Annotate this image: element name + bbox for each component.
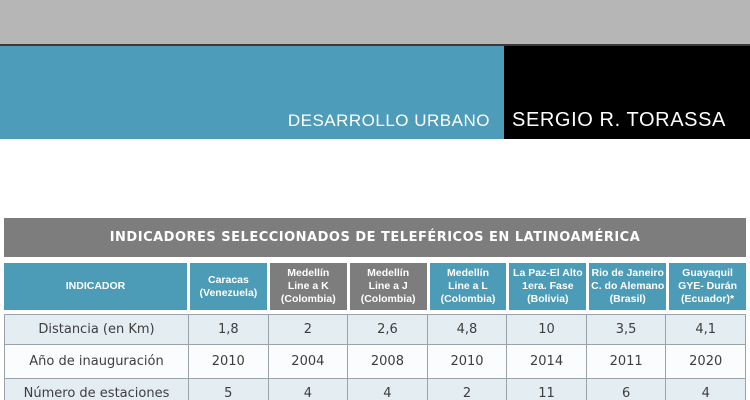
banner-section-author: SERGIO R. TORASSA <box>504 46 750 139</box>
cell-value: 2020 <box>665 345 745 378</box>
author-name: SERGIO R. TORASSA <box>512 109 726 131</box>
cell-value: 3,5 <box>585 315 666 344</box>
column-header-caracas: Caracas (Venezuela) <box>190 263 267 310</box>
cell-value: 10 <box>506 315 586 344</box>
table-header-row: INDICADOR Caracas (Venezuela) Medellín L… <box>4 263 746 310</box>
column-header-medellin-j: Medellín Line a J (Colombia) <box>349 263 427 310</box>
cell-value: 4 <box>665 379 745 400</box>
cell-value: 5 <box>188 379 268 400</box>
table-title: INDICADORES SELECCIONADOS DE TELEFÉRICOS… <box>4 218 746 257</box>
cell-value: 4 <box>267 379 348 400</box>
cell-value: 2,6 <box>347 315 427 344</box>
top-gray-band <box>0 0 750 44</box>
cell-value: 2 <box>267 315 348 344</box>
cell-value: 11 <box>506 379 586 400</box>
column-header-lapaz: La Paz-El Alto 1era. Fase (Bolivia) <box>509 263 587 310</box>
cell-value: 2010 <box>426 345 507 378</box>
table-row-distancia: Distancia (en Km) 1,8 2 2,6 4,8 10 3,5 4… <box>5 315 745 344</box>
table-row-inauguracion: Año de inauguración 2010 2004 2008 2010 … <box>5 344 745 378</box>
row-label: Número de estaciones <box>23 386 170 400</box>
cell-value: 2 <box>426 379 507 400</box>
table-body: Distancia (en Km) 1,8 2 2,6 4,8 10 3,5 4… <box>4 314 746 400</box>
cell-value: 2014 <box>506 345 586 378</box>
table-row-estaciones: Número de estaciones 5 4 4 2 11 6 4 <box>5 378 745 400</box>
cell-value: 4 <box>347 379 427 400</box>
column-header-guayaquil: Guayaquil GYE- Durán (Ecuador)* <box>669 263 746 310</box>
cell-value: 4,8 <box>426 315 507 344</box>
column-header-rio: Rio de Janeiro C. do Alemano (Brasil) <box>589 263 667 310</box>
cell-value: 2008 <box>347 345 427 378</box>
cell-value: 6 <box>585 379 666 400</box>
header-banner: DESARROLLO URBANO SERGIO R. TORASSA <box>0 46 750 139</box>
banner-section-topic: DESARROLLO URBANO <box>0 46 504 139</box>
cell-value: 2010 <box>188 345 268 378</box>
column-header-medellin-k: Medellín Line a K (Colombia) <box>269 263 347 310</box>
top-divider-line <box>0 44 750 46</box>
cell-value: 2011 <box>585 345 666 378</box>
column-header-medellin-l: Medellín Line a L (Colombia) <box>429 263 507 310</box>
row-label: Año de inauguración <box>29 354 164 369</box>
column-header-indicador: INDICADOR <box>4 263 187 310</box>
topic-title: DESARROLLO URBANO <box>287 111 490 130</box>
cell-value: 1,8 <box>188 315 268 344</box>
indicators-table: INDICADORES SELECCIONADOS DE TELEFÉRICOS… <box>4 218 746 400</box>
cell-value: 2004 <box>267 345 348 378</box>
row-label: Distancia (en Km) <box>38 322 155 337</box>
cell-value: 4,1 <box>665 315 745 344</box>
